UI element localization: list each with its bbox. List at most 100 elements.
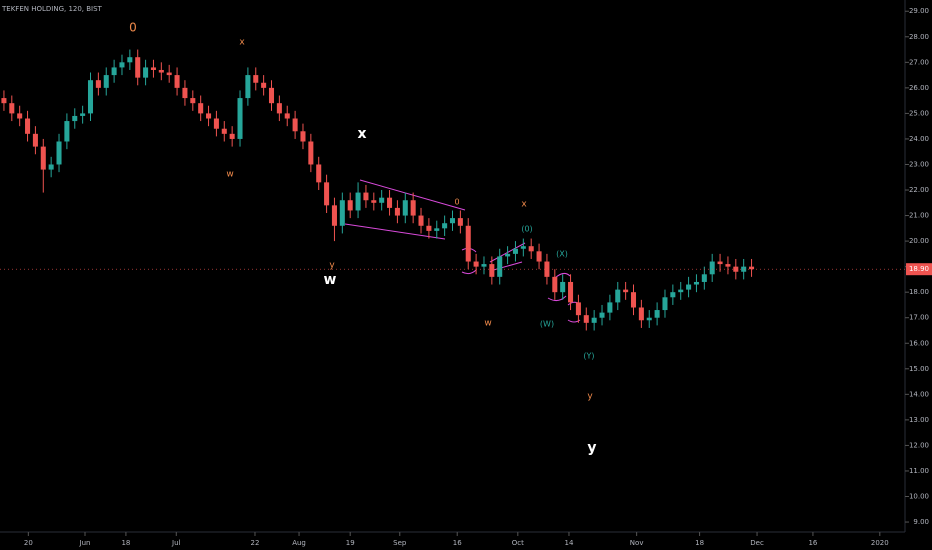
wave-label: y <box>587 440 596 456</box>
candle-body <box>717 261 723 265</box>
x-tick-label: 2020 <box>871 539 889 547</box>
y-tick-label: 10.00 <box>909 492 929 500</box>
x-tick-label: 22 <box>251 539 260 547</box>
y-tick-label: 17.00 <box>909 314 929 322</box>
candle-body <box>268 87 275 104</box>
y-tick-label: 23.00 <box>909 160 929 168</box>
candle-body <box>512 248 518 254</box>
x-tick-label: Oct <box>512 539 524 547</box>
candle-body <box>709 261 715 275</box>
candle-body <box>505 253 511 257</box>
y-tick-label: 21.00 <box>909 212 929 220</box>
candle-body <box>686 284 692 290</box>
candle-body <box>198 103 204 114</box>
wave-label: x <box>239 38 245 48</box>
wave-label: x <box>357 126 366 142</box>
candle-body <box>623 289 629 293</box>
candle-body <box>284 113 290 119</box>
candle-body <box>544 261 550 277</box>
candle-body <box>387 197 393 208</box>
candle-body <box>363 192 369 201</box>
candle-body <box>489 264 495 277</box>
candle-body <box>206 113 212 119</box>
candle-body <box>190 98 196 104</box>
candle-body <box>95 80 101 88</box>
candle-body <box>324 182 330 206</box>
candle-body <box>371 200 377 203</box>
y-tick-label: 28.00 <box>909 33 929 41</box>
last-price-label: 18.90 <box>909 265 929 273</box>
arc <box>547 295 567 302</box>
candle-body <box>449 218 456 224</box>
candle-body <box>568 281 574 303</box>
wave-label: w <box>484 319 491 329</box>
y-tick-label: 14.00 <box>909 390 929 398</box>
candle-body <box>662 297 668 311</box>
wave-label: 0 <box>454 198 459 207</box>
candle-body <box>749 266 755 270</box>
candle-body <box>221 128 227 134</box>
candle-body <box>143 67 149 78</box>
wave-label: (X) <box>556 250 568 259</box>
candle-body <box>693 281 699 285</box>
y-tick-label: 18.00 <box>909 288 929 296</box>
trend-line <box>489 261 523 272</box>
candle-body <box>670 292 676 298</box>
candle-body <box>80 113 86 116</box>
candle-body <box>17 113 23 119</box>
candle-body <box>316 164 322 183</box>
candle-body <box>394 207 400 216</box>
candle-body <box>213 118 219 129</box>
candle-body <box>701 274 707 282</box>
wave-label: (0) <box>521 225 532 234</box>
candle-body <box>72 115 78 122</box>
candle-body <box>528 246 534 252</box>
arc <box>567 319 581 323</box>
candle-body <box>308 141 314 165</box>
y-tick-label: 13.00 <box>909 416 929 424</box>
y-tick-label: 29.00 <box>909 7 929 15</box>
candle-body <box>638 307 644 321</box>
candle-body <box>591 317 597 323</box>
candle-body <box>158 69 164 73</box>
candle-body <box>174 75 180 88</box>
candle-body <box>1 98 7 104</box>
x-tick-label: 20 <box>24 539 33 547</box>
candle-body <box>245 75 251 99</box>
y-tick-label: 26.00 <box>909 84 929 92</box>
candles <box>1 49 755 331</box>
candle-body <box>654 310 660 318</box>
candle-body <box>379 197 385 203</box>
candle-body <box>615 289 621 303</box>
wave-label: (W) <box>540 320 554 329</box>
candle-body <box>536 251 542 262</box>
candle-body <box>331 205 337 226</box>
candle-body <box>166 72 172 76</box>
candle-body <box>119 62 125 68</box>
wave-label: y <box>329 261 335 271</box>
trend-line <box>344 223 446 240</box>
y-tick-label: 12.00 <box>909 441 929 449</box>
candle-body <box>182 87 188 99</box>
x-tick-label: 16 <box>453 539 462 547</box>
candle-body <box>465 225 471 262</box>
wave-label: (Y) <box>583 352 594 361</box>
candle-body <box>426 225 432 231</box>
candle-body <box>253 75 259 83</box>
candle-body <box>741 266 747 272</box>
candle-body <box>355 192 361 211</box>
candle-body <box>300 131 306 142</box>
candle-body <box>442 223 448 229</box>
candle-body <box>347 200 353 211</box>
y-tick-label: 9.00 <box>913 518 929 526</box>
candle-body <box>497 256 503 277</box>
chart-title: TEKFEN HOLDING, 120, BIST <box>1 5 103 13</box>
candle-body <box>410 200 416 216</box>
wave-label: w <box>226 170 233 180</box>
candle-body <box>103 75 109 88</box>
arc <box>461 269 477 275</box>
y-tick-label: 16.00 <box>909 339 929 347</box>
candle-body <box>276 103 282 114</box>
